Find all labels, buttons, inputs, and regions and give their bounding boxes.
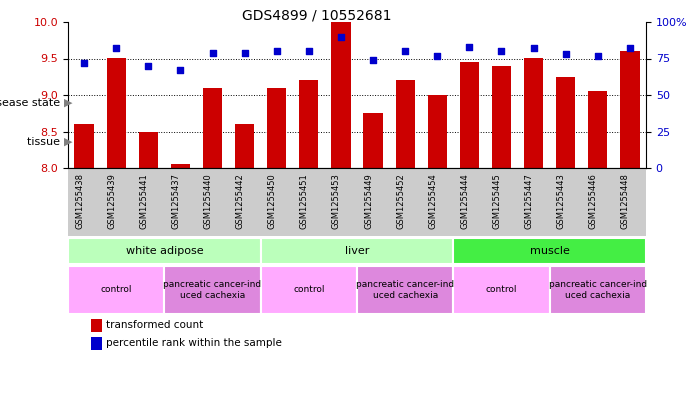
Point xyxy=(432,52,443,59)
Text: transformed count: transformed count xyxy=(106,321,203,331)
Point xyxy=(399,48,410,54)
Text: GSM1255449: GSM1255449 xyxy=(364,173,373,229)
Text: GSM1255440: GSM1255440 xyxy=(204,173,213,229)
Text: GSM1255448: GSM1255448 xyxy=(621,173,630,229)
Point xyxy=(560,51,571,57)
Text: white adipose: white adipose xyxy=(126,246,203,256)
Point xyxy=(271,48,282,54)
Text: GSM1255445: GSM1255445 xyxy=(493,173,502,229)
Point xyxy=(207,50,218,56)
Bar xyxy=(261,266,357,314)
Point xyxy=(175,67,186,73)
Bar xyxy=(91,337,102,350)
Text: pancreatic cancer-ind
uced cachexia: pancreatic cancer-ind uced cachexia xyxy=(164,280,262,300)
Bar xyxy=(75,124,94,168)
Bar xyxy=(267,88,286,168)
Point xyxy=(239,50,250,56)
Text: GSM1255452: GSM1255452 xyxy=(396,173,405,229)
Bar xyxy=(68,266,164,314)
Text: GSM1255437: GSM1255437 xyxy=(171,173,180,230)
Point xyxy=(496,48,507,54)
Bar xyxy=(331,22,350,168)
Point xyxy=(79,60,90,66)
Bar xyxy=(395,81,415,168)
Text: GSM1255447: GSM1255447 xyxy=(524,173,533,229)
Bar xyxy=(556,77,576,168)
Text: liver: liver xyxy=(345,246,369,256)
Text: GSM1255438: GSM1255438 xyxy=(75,173,84,230)
Point xyxy=(625,45,636,51)
Text: GSM1255454: GSM1255454 xyxy=(428,173,437,229)
Text: tissue: tissue xyxy=(28,137,64,147)
Point xyxy=(528,45,539,51)
Bar xyxy=(68,238,261,264)
Text: GSM1255451: GSM1255451 xyxy=(300,173,309,229)
Text: control: control xyxy=(100,285,132,294)
Text: GSM1255442: GSM1255442 xyxy=(236,173,245,229)
Text: control: control xyxy=(293,285,325,294)
Text: pancreatic cancer-ind
uced cachexia: pancreatic cancer-ind uced cachexia xyxy=(549,280,647,300)
Bar xyxy=(588,91,607,168)
Text: percentile rank within the sample: percentile rank within the sample xyxy=(106,338,281,348)
Text: disease state: disease state xyxy=(0,98,64,108)
Bar xyxy=(261,238,453,264)
Text: ▶: ▶ xyxy=(64,137,73,147)
Text: GDS4899 / 10552681: GDS4899 / 10552681 xyxy=(242,9,391,23)
Text: GSM1255443: GSM1255443 xyxy=(557,173,566,229)
Text: GSM1255444: GSM1255444 xyxy=(460,173,469,229)
Bar xyxy=(235,124,254,168)
Bar xyxy=(203,88,222,168)
Text: muscle: muscle xyxy=(530,246,569,256)
Point xyxy=(143,62,154,69)
Text: GSM1255450: GSM1255450 xyxy=(267,173,276,229)
Bar xyxy=(549,266,646,314)
Text: GSM1255441: GSM1255441 xyxy=(140,173,149,229)
Bar xyxy=(91,319,102,332)
Bar xyxy=(164,266,261,314)
Point xyxy=(368,57,379,63)
Bar xyxy=(524,59,543,168)
Text: control: control xyxy=(486,285,518,294)
Text: GSM1255453: GSM1255453 xyxy=(332,173,341,229)
Point xyxy=(303,48,314,54)
Text: GSM1255439: GSM1255439 xyxy=(107,173,116,229)
Bar xyxy=(357,266,453,314)
Bar xyxy=(453,238,646,264)
Point xyxy=(335,33,346,40)
Bar xyxy=(106,59,126,168)
Text: ▶: ▶ xyxy=(64,98,73,108)
Bar xyxy=(621,51,640,168)
Bar xyxy=(428,95,447,168)
Point xyxy=(592,52,603,59)
Bar xyxy=(171,164,190,168)
Bar xyxy=(460,62,479,168)
Bar xyxy=(492,66,511,168)
Text: GSM1255446: GSM1255446 xyxy=(589,173,598,229)
Point xyxy=(464,44,475,50)
Bar xyxy=(299,81,319,168)
Text: pancreatic cancer-ind
uced cachexia: pancreatic cancer-ind uced cachexia xyxy=(356,280,454,300)
Bar xyxy=(453,266,549,314)
Point xyxy=(111,45,122,51)
Bar xyxy=(139,132,158,168)
Bar xyxy=(363,113,383,168)
